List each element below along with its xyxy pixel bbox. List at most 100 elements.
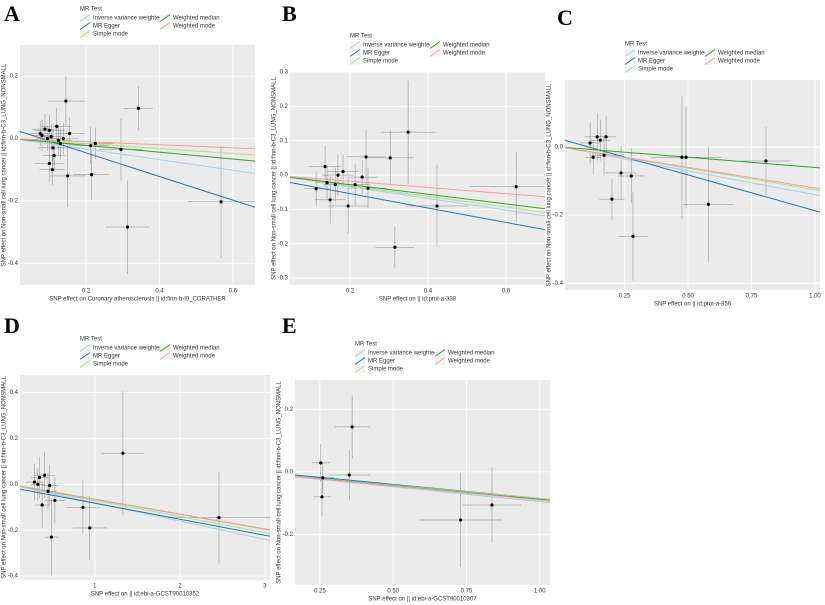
legend-label: MR Egger [363, 51, 390, 57]
point [684, 155, 688, 159]
plot-area [20, 391, 270, 577]
y-axis-label: SNP effect on Non-small cell lung cancer… [2, 63, 8, 266]
point [66, 174, 70, 178]
point [125, 225, 130, 229]
x-axis-label: SNP effect on Coronary atherosclerosis |… [49, 297, 226, 303]
legend-label: Weighted median [443, 43, 490, 49]
y-tick-label: -0.3 [278, 276, 289, 282]
point [347, 473, 351, 477]
point [514, 185, 518, 189]
y-tick-label: 0.2 [285, 407, 294, 413]
y-tick-label: 0.0 [10, 482, 19, 488]
regression-line [290, 177, 545, 217]
point [321, 476, 325, 480]
point [595, 135, 599, 139]
regression-line [290, 177, 545, 213]
x-tick-label: 0.25 [314, 589, 326, 595]
point [49, 135, 53, 139]
point [598, 138, 602, 142]
point [764, 159, 768, 163]
legend-swatch [354, 365, 366, 373]
legend-swatch [159, 344, 171, 352]
x-tick-label: 0.75 [461, 589, 473, 595]
point [37, 475, 42, 480]
legend-label: Weighted mode [718, 59, 761, 65]
point [490, 503, 494, 507]
legend-swatch [79, 352, 91, 360]
regression-line [565, 146, 820, 169]
y-tick-label: 0.0 [285, 469, 294, 475]
point [328, 198, 332, 202]
regression-line [20, 139, 255, 174]
point [435, 204, 439, 208]
x-axis-label: SNP effect on || id:prot-a-856 [654, 302, 732, 308]
y-tick-label: -0.2 [553, 213, 564, 219]
point [51, 146, 55, 150]
legend-swatch [704, 57, 716, 65]
regression-line [290, 176, 545, 210]
legend-label: Weighted mode [173, 24, 216, 30]
y-tick-label: -0.1 [278, 207, 289, 213]
point [55, 124, 59, 128]
legend-label: Weighted median [718, 51, 765, 57]
plot-background [20, 45, 255, 285]
x-axis-label: SNP effect on || id:ebi-a-GCST90010307 [368, 597, 477, 603]
y-tick-label: 0.0 [280, 173, 289, 179]
regression-line [290, 175, 545, 198]
legend-title: MR Test [355, 342, 377, 348]
legend-label: Weighted median [173, 346, 220, 352]
legend-swatch [79, 22, 91, 30]
x-tick-label: 0.75 [746, 294, 758, 300]
point [47, 128, 51, 133]
legend-label: Simple mode [93, 32, 129, 38]
legend-swatch [159, 22, 171, 30]
panel: A 0.2 0.4 0.6 -0.4 -0.2 0.0 0.2 SNP effect on Co… [2, 1, 255, 303]
point [36, 482, 40, 486]
point [64, 99, 68, 103]
point [53, 498, 57, 503]
legend-label: Simple mode [93, 362, 129, 368]
point [325, 181, 329, 185]
plot-area [565, 95, 820, 281]
point [40, 503, 44, 507]
legend-label: MR Egger [93, 354, 120, 360]
legend-label: Weighted median [173, 16, 220, 22]
point [602, 153, 606, 157]
legend-swatch [434, 349, 446, 357]
x-tick-label: 0.2 [346, 289, 355, 295]
regression-line [20, 485, 270, 531]
point [47, 161, 51, 166]
point [604, 135, 608, 139]
x-tick-label: 1 [93, 584, 97, 590]
legend-swatch [79, 360, 91, 368]
y-tick-label: 0.1 [280, 138, 289, 144]
legend-swatch [349, 57, 361, 65]
legend-swatch [624, 65, 636, 73]
y-tick-label: -0.2 [8, 528, 19, 534]
legend-swatch [354, 349, 366, 357]
x-tick-label: 0.2 [82, 289, 91, 295]
plot-background [20, 375, 270, 580]
legend-title: MR Test [350, 34, 372, 40]
point [629, 174, 633, 178]
x-axis-label: SNP effect on || id:ebi-a-GCST90010352 [91, 592, 200, 598]
point [81, 505, 85, 509]
plot-area [20, 76, 255, 274]
point [319, 461, 323, 465]
y-tick-label: 0.2 [10, 436, 19, 442]
plot-background [295, 380, 550, 585]
point [50, 168, 54, 172]
point [52, 154, 56, 158]
x-tick-label: 0.25 [619, 294, 631, 300]
legend-swatch [79, 30, 91, 38]
y-tick-label: -0.4 [553, 281, 564, 287]
point [333, 183, 337, 187]
y-tick-label: 0.4 [10, 390, 19, 396]
point [350, 425, 354, 429]
y-axis-label: SNP effect on Non-small cell lung cancer… [272, 77, 278, 280]
point [119, 147, 123, 152]
legend-swatch [349, 41, 361, 49]
point [90, 173, 94, 177]
y-tick-label: 0.3 [280, 70, 289, 76]
